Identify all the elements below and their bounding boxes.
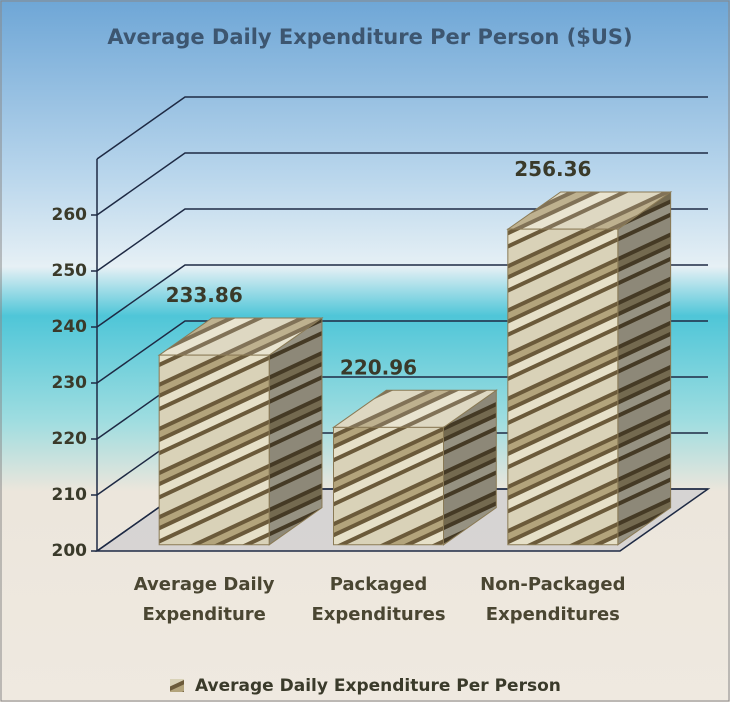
x-tick-label: Packaged Expenditures bbox=[311, 574, 446, 625]
grid-line bbox=[96, 96, 708, 160]
y-tick-label: 260 bbox=[52, 205, 88, 225]
bar-face bbox=[333, 427, 444, 545]
y-tick-label: 230 bbox=[52, 373, 88, 393]
bar-face bbox=[158, 354, 270, 546]
bar-face bbox=[507, 229, 618, 545]
bar-face bbox=[617, 191, 671, 545]
bar-face bbox=[617, 191, 672, 546]
bar-face bbox=[333, 426, 444, 546]
data-label: 256.36 bbox=[514, 157, 591, 181]
bar-face bbox=[268, 317, 323, 546]
bar bbox=[157, 317, 324, 546]
bar-face bbox=[333, 390, 497, 428]
bar-face bbox=[269, 317, 322, 545]
bar bbox=[506, 191, 673, 546]
bar-face bbox=[443, 390, 497, 545]
x-tick-label: Non-Packaged Expenditures bbox=[480, 574, 626, 625]
bar-face bbox=[159, 317, 322, 356]
y-tick-label: 220 bbox=[52, 429, 88, 449]
y-tick-label: 250 bbox=[52, 261, 88, 281]
y-tick-label: 240 bbox=[52, 317, 88, 337]
y-tick-label: 210 bbox=[52, 485, 88, 505]
chart-title: Average Daily Expenditure Per Person ($U… bbox=[107, 25, 632, 49]
bar-face bbox=[507, 228, 619, 546]
y-tick-label: 200 bbox=[52, 541, 88, 561]
legend-label: Average Daily Expenditure Per Person bbox=[195, 676, 561, 696]
bar bbox=[331, 389, 498, 546]
legend-swatch bbox=[170, 679, 184, 692]
data-label: 220.96 bbox=[340, 355, 417, 379]
x-tick-label: Average Daily Expenditure bbox=[133, 574, 275, 625]
grid-line bbox=[96, 152, 708, 216]
bar-face bbox=[159, 355, 270, 545]
bar-face bbox=[507, 191, 671, 230]
data-label: 233.86 bbox=[166, 283, 243, 307]
grid-line bbox=[96, 208, 708, 272]
